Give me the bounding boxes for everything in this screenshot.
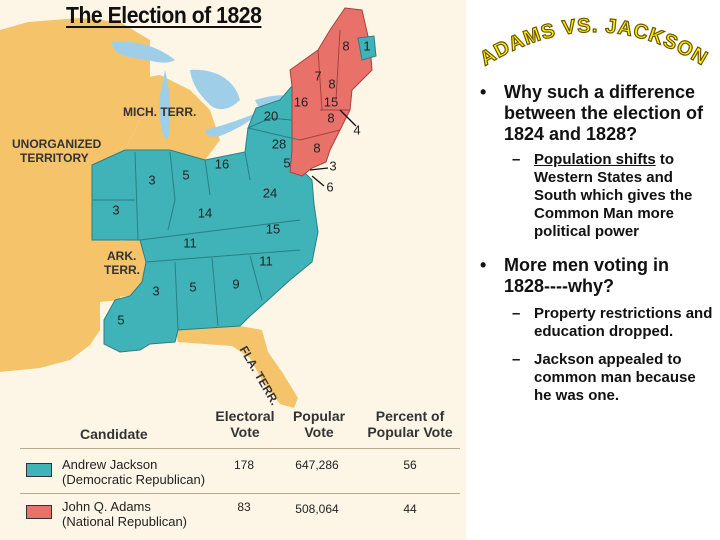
sub-bullet-point: – Property restrictions and education dr… xyxy=(478,305,714,341)
ev-new-hampshire: 16 xyxy=(293,94,309,110)
header-percent-line2: Popular Vote xyxy=(367,424,453,440)
arkansas-territory xyxy=(92,240,146,298)
sub-bullet-point: – Jackson appealed to common man because… xyxy=(478,351,714,405)
ev-rhode-island: 4 xyxy=(353,122,361,138)
header-popular-line1: Popular xyxy=(292,408,346,424)
gulf-land xyxy=(0,352,100,448)
sub-bullet-point: – Population shifts to Western States an… xyxy=(478,151,714,241)
header-electoral-line1: Electoral xyxy=(215,408,275,424)
bullet-point: • More men voting in 1828----why? xyxy=(478,255,714,297)
sub-bullet-lead: Population shifts xyxy=(534,151,656,168)
ev-maine-extra: 1 xyxy=(363,38,371,54)
bullet-text: More men voting in 1828----why? xyxy=(504,255,670,296)
lake-superior xyxy=(112,41,175,63)
table-rule-top xyxy=(20,448,460,449)
popular-vote: 647,286 xyxy=(295,458,339,472)
ev-north-carolina: 15 xyxy=(265,221,281,237)
ev-connecticut: 8 xyxy=(327,110,335,126)
ev-vermont: 7 xyxy=(314,68,322,84)
header-electoral-line2: Vote xyxy=(230,424,260,440)
slide-heading: ADAMS VS. JACKSON xyxy=(476,14,712,71)
map-title: The Election of 1828 xyxy=(66,2,262,28)
ev-georgia: 9 xyxy=(232,276,240,292)
lake-michigan xyxy=(159,70,171,140)
header-popular-line2: Vote xyxy=(304,424,334,440)
electoral-vote: 83 xyxy=(237,500,251,514)
ev-alabama: 5 xyxy=(189,279,197,295)
ev-new-hampshire-2: 8 xyxy=(328,76,336,92)
state-boundaries xyxy=(92,127,301,331)
header-percent: Percent of Popular Vote xyxy=(358,408,462,440)
michigan-territory-label: MICH. TERR. xyxy=(123,105,197,119)
header-popular: Popular Vote xyxy=(282,408,356,440)
sub-bullet-text: Property restrictions and education drop… xyxy=(534,305,713,340)
ev-tennessee: 11 xyxy=(183,235,197,251)
candidate-name: Andrew Jackson xyxy=(62,457,158,472)
ev-illinois: 3 xyxy=(148,172,156,188)
pointer-lines xyxy=(309,109,357,187)
arkansas-territory-label-line2: TERR. xyxy=(104,263,140,277)
unorganized-territory-label-line2: TERRITORY xyxy=(20,151,89,165)
adams-color-swatch xyxy=(26,505,52,519)
ev-missouri: 3 xyxy=(112,202,120,218)
candidate-name: John Q. Adams xyxy=(62,499,151,514)
ev-mississippi: 3 xyxy=(152,283,160,299)
dash-glyph: – xyxy=(512,351,521,368)
ev-virginia: 24 xyxy=(262,185,278,201)
dash-glyph: – xyxy=(512,305,521,322)
sub-bullet-text: to Western States and South which gives … xyxy=(534,151,693,240)
bullet-glyph: • xyxy=(480,255,487,275)
percent-popular-vote: 56 xyxy=(403,458,417,472)
bullet-list: • Why such a difference between the elec… xyxy=(478,82,714,405)
map-graphic xyxy=(0,7,377,448)
candidate-party: (Democratic Republican) xyxy=(62,472,206,487)
popular-vote: 508,064 xyxy=(295,502,339,516)
candidate-party: (National Republican) xyxy=(62,514,188,529)
electoral-vote: 178 xyxy=(233,458,255,472)
arkansas-territory-label-line1: ARK. xyxy=(107,249,137,263)
lake-huron xyxy=(190,69,240,110)
ev-delaware: 3 xyxy=(329,158,337,174)
ev-south-carolina: 11 xyxy=(259,253,273,269)
ev-maryland-extra: 6 xyxy=(326,179,334,195)
header-candidate: Candidate xyxy=(80,426,148,442)
lake-erie xyxy=(205,112,258,137)
jackson-color-swatch xyxy=(26,463,52,477)
percent-popular-vote: 44 xyxy=(403,502,417,516)
maine-jackson-district xyxy=(357,35,377,61)
svg-text:ADAMS VS. JACKSON: ADAMS VS. JACKSON xyxy=(476,15,711,70)
ev-new-jersey: 8 xyxy=(313,140,321,156)
new-england-boundaries xyxy=(299,29,350,141)
ev-maine: 8 xyxy=(342,38,350,54)
slide-heading-text: ADAMS VS. JACKSON xyxy=(476,14,712,71)
bullet-text: Why such a difference between the electi… xyxy=(504,82,704,144)
ev-louisiana: 5 xyxy=(117,312,125,328)
bullet-glyph: • xyxy=(480,82,487,102)
ev-ohio: 16 xyxy=(214,156,230,172)
election-map-figure: The Election of 1828 MICH. TERR. UNORGAN… xyxy=(0,0,466,540)
unorganized-territory-label-line1: UNORGANIZED xyxy=(12,137,102,151)
header-electoral: Electoral Vote xyxy=(208,408,282,440)
header-percent-line1: Percent of xyxy=(375,408,445,424)
ev-pennsylvania: 28 xyxy=(271,136,287,152)
ev-kentucky: 14 xyxy=(197,205,213,221)
florida-territory xyxy=(175,326,298,408)
ev-indiana: 5 xyxy=(182,167,190,183)
sub-bullet-text: Jackson appealed to common man because h… xyxy=(534,351,696,404)
ev-maryland: 5 xyxy=(283,155,291,171)
ev-massachusetts: 15 xyxy=(323,94,339,110)
bullet-point: • Why such a difference between the elec… xyxy=(478,82,714,145)
dash-glyph: – xyxy=(512,151,521,168)
ev-new-york: 20 xyxy=(263,108,279,124)
table-rule-middle xyxy=(20,493,460,494)
